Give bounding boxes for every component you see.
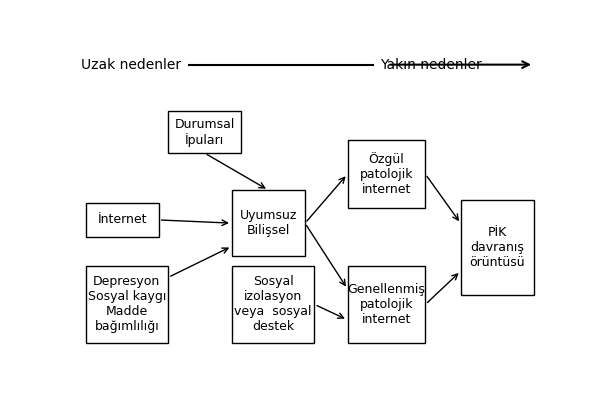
- Text: Uyumsuz
Bilişsel: Uyumsuz Bilişsel: [240, 209, 297, 237]
- FancyBboxPatch shape: [232, 190, 305, 256]
- FancyBboxPatch shape: [232, 266, 314, 343]
- FancyBboxPatch shape: [168, 111, 241, 153]
- FancyBboxPatch shape: [348, 140, 425, 208]
- Text: Özgül
patolojik
internet: Özgül patolojik internet: [360, 152, 413, 196]
- FancyBboxPatch shape: [85, 203, 159, 237]
- FancyBboxPatch shape: [348, 266, 425, 343]
- FancyBboxPatch shape: [85, 266, 168, 343]
- Text: Depresyon
Sosyal kaygı
Madde
bağımlılığı: Depresyon Sosyal kaygı Madde bağımlılığı: [88, 275, 166, 334]
- Text: Yakın nedenler: Yakın nedenler: [381, 58, 482, 71]
- Text: PİK
davranış
örüntüsü: PİK davranış örüntüsü: [470, 226, 525, 269]
- Text: Genellenmiş
patolojik
internet: Genellenmiş patolojik internet: [348, 283, 425, 326]
- Text: Sosyal
izolasyon
veya  sosyal
destek: Sosyal izolasyon veya sosyal destek: [234, 275, 312, 334]
- Text: Uzak nedenler: Uzak nedenler: [81, 58, 181, 71]
- Text: İnternet: İnternet: [97, 214, 147, 227]
- FancyBboxPatch shape: [461, 200, 534, 295]
- Text: Durumsal
İpuları: Durumsal İpuları: [175, 117, 235, 147]
